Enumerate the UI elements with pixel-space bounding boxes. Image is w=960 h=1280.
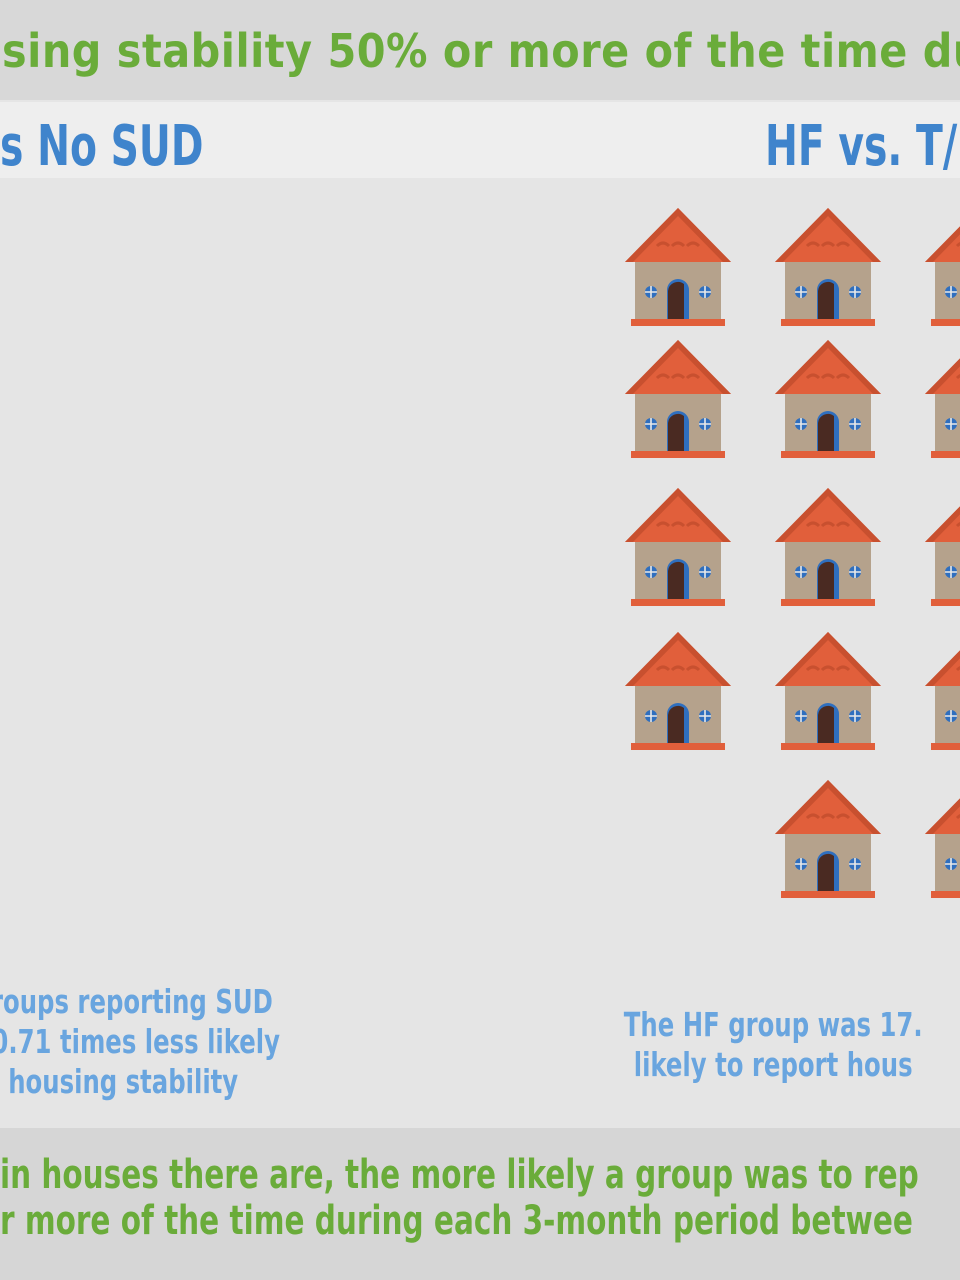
- house-icon: [623, 630, 733, 752]
- house-icon: [923, 338, 960, 460]
- caption-left-line: e 0.71 times less likely: [0, 1022, 280, 1061]
- caption-right: The HF group was 17. likely to report ho…: [560, 1005, 960, 1085]
- top-banner: sing stability 50% or more of the time d…: [0, 0, 960, 100]
- house-icon: [923, 206, 960, 328]
- house-icon: [773, 486, 883, 608]
- house-icon: [773, 338, 883, 460]
- house-icon: [773, 630, 883, 752]
- house-icon: [923, 486, 960, 608]
- house-icon: [623, 338, 733, 460]
- caption-left-line: housing stability: [8, 1062, 239, 1101]
- house-icon: [623, 206, 733, 328]
- footer-line-1: in houses there are, the more likely a g…: [0, 1152, 919, 1198]
- house-icon: [923, 778, 960, 900]
- caption-right-line: The HF group was 17.: [623, 1005, 923, 1044]
- house-icon: [623, 486, 733, 608]
- content-area: groups reporting SUD e 0.71 times less l…: [0, 178, 960, 1126]
- caption-right-line: likely to report hous: [633, 1045, 913, 1084]
- caption-left-line: groups reporting SUD: [0, 982, 273, 1021]
- house-icon: [773, 206, 883, 328]
- header-row: s No SUD HF vs. T/: [0, 102, 960, 178]
- footer-banner: in houses there are, the more likely a g…: [0, 1128, 960, 1280]
- footer-line-2: r more of the time during each 3-month p…: [0, 1198, 913, 1244]
- header-left: s No SUD: [0, 114, 204, 178]
- banner-title: sing stability 50% or more of the time d…: [2, 24, 960, 78]
- house-icon: [923, 630, 960, 752]
- caption-left: groups reporting SUD e 0.71 times less l…: [0, 982, 336, 1102]
- header-right: HF vs. T/: [765, 114, 958, 178]
- house-icon: [773, 778, 883, 900]
